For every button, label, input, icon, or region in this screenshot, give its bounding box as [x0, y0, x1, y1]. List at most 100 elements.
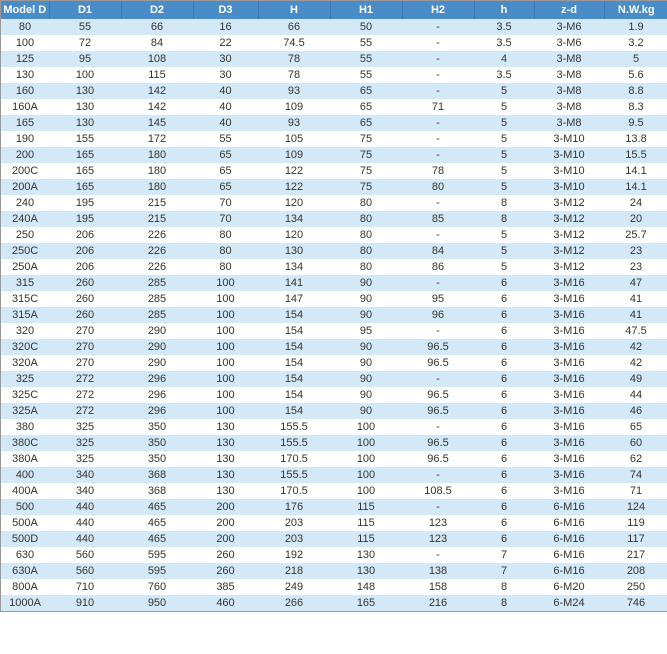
cell-d1: 325 — [49, 419, 121, 435]
cell-h1: 65 — [330, 83, 402, 99]
cell-H: 154 — [258, 355, 330, 371]
table-row: 240A19521570134808583-M1220 — [1, 211, 667, 227]
cell-d2: 465 — [121, 515, 193, 531]
cell-d1: 272 — [49, 371, 121, 387]
table-row: 315A260285100154909663-M1641 — [1, 307, 667, 323]
cell-nw: 23 — [604, 243, 667, 259]
table-row: 380C325350130155.510096.563-M1660 — [1, 435, 667, 451]
cell-nw: 3.2 — [604, 35, 667, 51]
cell-hh: 5 — [474, 163, 534, 179]
table-row: 320C2702901001549096.563-M1642 — [1, 339, 667, 355]
col-header-zd: z-d — [534, 1, 604, 19]
cell-zd: 3-M8 — [534, 115, 604, 131]
cell-d1: 260 — [49, 307, 121, 323]
table-row: 315C260285100147909563-M1641 — [1, 291, 667, 307]
cell-hh: 6 — [474, 451, 534, 467]
cell-d3: 200 — [193, 531, 258, 547]
cell-model: 315A — [1, 307, 49, 323]
cell-d3: 130 — [193, 435, 258, 451]
cell-nw: 5.6 — [604, 67, 667, 83]
cell-hh: 5 — [474, 259, 534, 275]
table-row: 500440465200176115-66-M16124 — [1, 499, 667, 515]
cell-zd: 6-M20 — [534, 579, 604, 595]
cell-h1: 100 — [330, 435, 402, 451]
cell-h1: 90 — [330, 339, 402, 355]
cell-zd: 6-M16 — [534, 499, 604, 515]
cell-hh: 3.5 — [474, 19, 534, 35]
cell-zd: 6-M16 — [534, 563, 604, 579]
cell-model: 630A — [1, 563, 49, 579]
cell-hh: 5 — [474, 131, 534, 147]
cell-h1: 80 — [330, 259, 402, 275]
cell-zd: 3-M6 — [534, 19, 604, 35]
cell-hh: 8 — [474, 595, 534, 611]
col-header-h1: H1 — [330, 1, 402, 19]
cell-H: 154 — [258, 403, 330, 419]
cell-nw: 1.9 — [604, 19, 667, 35]
cell-d2: 368 — [121, 467, 193, 483]
table-row: 805566166650-3.53-M61.9 — [1, 19, 667, 35]
cell-H: 109 — [258, 99, 330, 115]
cell-d2: 368 — [121, 483, 193, 499]
cell-d3: 130 — [193, 483, 258, 499]
cell-h1: 90 — [330, 291, 402, 307]
table-row: 10072842274.555-3.53-M63.2 — [1, 35, 667, 51]
cell-H: 266 — [258, 595, 330, 611]
cell-nw: 47 — [604, 275, 667, 291]
cell-d1: 55 — [49, 19, 121, 35]
cell-zd: 3-M12 — [534, 227, 604, 243]
cell-h1: 50 — [330, 19, 402, 35]
cell-model: 240A — [1, 211, 49, 227]
cell-d3: 65 — [193, 163, 258, 179]
cell-d3: 260 — [193, 547, 258, 563]
cell-hh: 8 — [474, 579, 534, 595]
cell-h1: 100 — [330, 419, 402, 435]
cell-h2: 84 — [402, 243, 474, 259]
cell-d2: 296 — [121, 403, 193, 419]
cell-nw: 46 — [604, 403, 667, 419]
cell-d1: 325 — [49, 451, 121, 467]
cell-d2: 108 — [121, 51, 193, 67]
cell-hh: 7 — [474, 547, 534, 563]
cell-d2: 215 — [121, 195, 193, 211]
cell-model: 380C — [1, 435, 49, 451]
cell-d3: 70 — [193, 195, 258, 211]
table-row: 12595108307855-43-M85 — [1, 51, 667, 67]
cell-hh: 6 — [474, 371, 534, 387]
cell-d1: 130 — [49, 115, 121, 131]
cell-H: 109 — [258, 147, 330, 163]
cell-d3: 200 — [193, 515, 258, 531]
cell-h2: 96.5 — [402, 435, 474, 451]
cell-model: 190 — [1, 131, 49, 147]
cell-h1: 148 — [330, 579, 402, 595]
cell-model: 315C — [1, 291, 49, 307]
cell-H: 120 — [258, 227, 330, 243]
cell-model: 380 — [1, 419, 49, 435]
cell-h2: - — [402, 419, 474, 435]
cell-d1: 910 — [49, 595, 121, 611]
cell-d1: 165 — [49, 179, 121, 195]
cell-d3: 65 — [193, 147, 258, 163]
cell-hh: 6 — [474, 435, 534, 451]
cell-zd: 3-M16 — [534, 435, 604, 451]
cell-d1: 440 — [49, 515, 121, 531]
cell-h2: - — [402, 323, 474, 339]
cell-d3: 260 — [193, 563, 258, 579]
cell-h1: 90 — [330, 387, 402, 403]
cell-h2: - — [402, 371, 474, 387]
cell-model: 165 — [1, 115, 49, 131]
cell-d1: 272 — [49, 387, 121, 403]
cell-nw: 8.3 — [604, 99, 667, 115]
cell-H: 155.5 — [258, 467, 330, 483]
cell-d2: 66 — [121, 19, 193, 35]
cell-d2: 285 — [121, 275, 193, 291]
table-row: 2001651806510975-53-M1015.5 — [1, 147, 667, 163]
cell-hh: 6 — [474, 531, 534, 547]
cell-h1: 55 — [330, 67, 402, 83]
cell-zd: 3-M16 — [534, 467, 604, 483]
cell-h1: 80 — [330, 195, 402, 211]
cell-zd: 3-M8 — [534, 99, 604, 115]
cell-hh: 5 — [474, 115, 534, 131]
cell-h1: 115 — [330, 515, 402, 531]
table-row: 500D44046520020311512366-M16117 — [1, 531, 667, 547]
